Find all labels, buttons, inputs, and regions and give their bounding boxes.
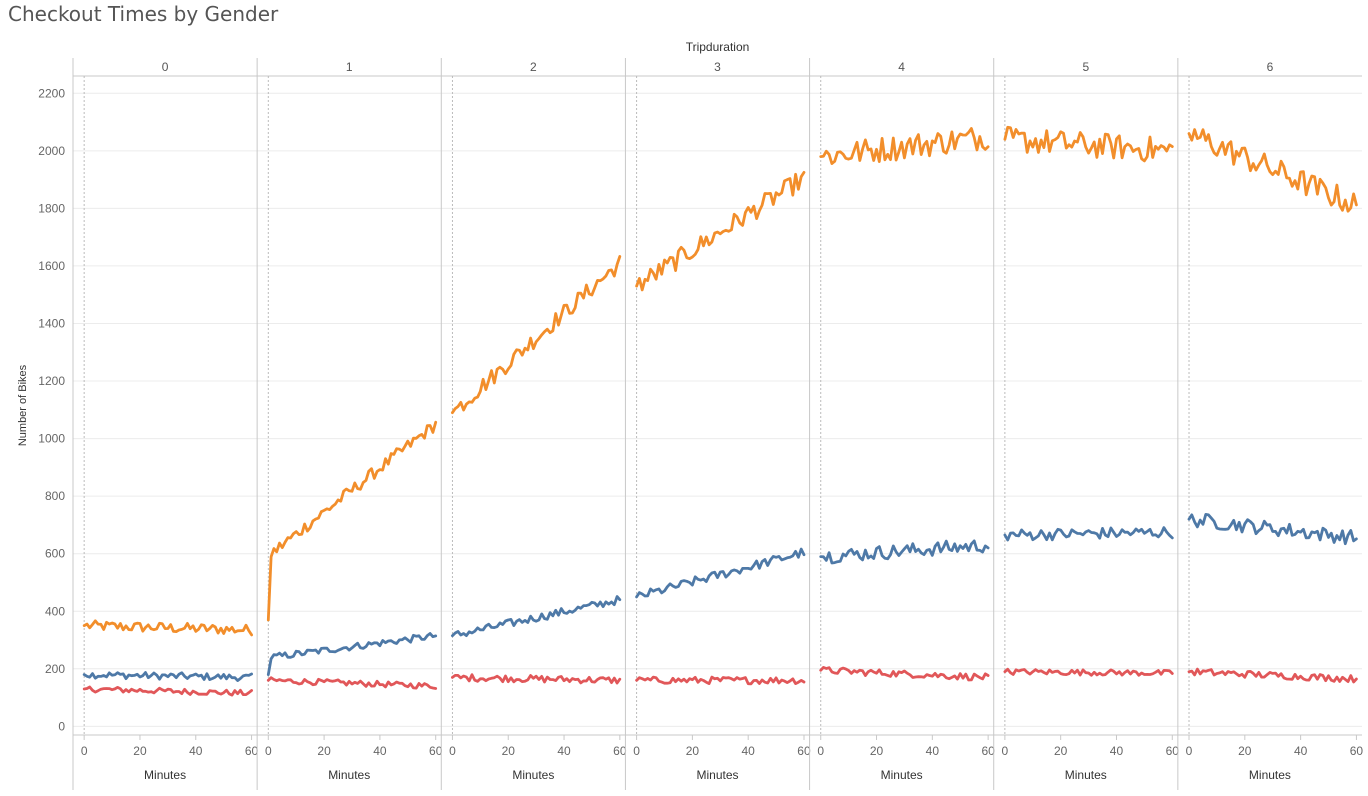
series-line-panel-1-2 xyxy=(266,676,438,690)
series-line-panel-2-2 xyxy=(450,673,622,685)
x-tick-label: 60 xyxy=(429,744,443,758)
y-axis-title: Number of Bikes xyxy=(17,364,29,446)
x-tick-label: 60 xyxy=(245,744,259,758)
x-tick-label: 40 xyxy=(742,744,756,758)
column-header: Tripduration xyxy=(686,40,750,54)
panel-label-3: 3 xyxy=(714,60,721,74)
chart-title: Checkout Times by Gender xyxy=(8,2,279,26)
x-tick-label: 0 xyxy=(81,744,88,758)
series-line-panel-5-0 xyxy=(1003,125,1174,163)
x-tick-label: 60 xyxy=(1166,744,1180,758)
panel-label-5: 5 xyxy=(1082,60,1089,74)
y-tick-label: 800 xyxy=(45,489,65,503)
x-tick-label: 40 xyxy=(926,744,940,758)
x-tick-label: 0 xyxy=(265,744,272,758)
x-tick-label: 60 xyxy=(1350,744,1364,758)
y-tick-label: 400 xyxy=(45,604,65,618)
series-line-panel-4-0 xyxy=(819,127,990,166)
y-tick-label: 1400 xyxy=(38,316,65,330)
series-line-panel-6-0 xyxy=(1187,128,1358,213)
x-axis-title: Minutes xyxy=(144,768,186,782)
series-line-panel-1-0 xyxy=(266,420,438,622)
x-axis-title: Minutes xyxy=(881,768,923,782)
x-tick-label: 40 xyxy=(373,744,387,758)
panel-label-1: 1 xyxy=(346,60,353,74)
y-tick-label: 1000 xyxy=(38,432,65,446)
series-line-panel-6-1 xyxy=(1187,513,1358,546)
series-line-panel-3-1 xyxy=(635,547,806,599)
y-tick-label: 2000 xyxy=(38,144,65,158)
panel-label-0: 0 xyxy=(162,60,169,74)
x-tick-label: 60 xyxy=(797,744,811,758)
x-axis-title: Minutes xyxy=(696,768,738,782)
x-axis-title: Minutes xyxy=(1065,768,1107,782)
x-tick-label: 20 xyxy=(317,744,331,758)
panel-label-6: 6 xyxy=(1267,60,1274,74)
series-line-panel-2-0 xyxy=(450,255,622,415)
x-axis-title: Minutes xyxy=(1249,768,1291,782)
x-tick-label: 40 xyxy=(1294,744,1308,758)
series-line-panel-2-1 xyxy=(450,595,622,638)
x-tick-label: 0 xyxy=(449,744,456,758)
x-tick-label: 0 xyxy=(1186,744,1193,758)
x-tick-label: 20 xyxy=(502,744,516,758)
series-line-panel-3-2 xyxy=(635,675,806,686)
x-tick-label: 0 xyxy=(1002,744,1009,758)
y-tick-label: 0 xyxy=(58,719,65,733)
series-line-panel-5-2 xyxy=(1003,667,1174,677)
x-tick-label: 40 xyxy=(1110,744,1124,758)
x-tick-label: 40 xyxy=(557,744,571,758)
series-line-panel-0-1 xyxy=(82,671,254,682)
x-axis-title: Minutes xyxy=(328,768,370,782)
y-tick-label: 2200 xyxy=(38,86,65,100)
x-tick-label: 20 xyxy=(870,744,884,758)
x-tick-label: 20 xyxy=(133,744,147,758)
x-tick-label: 0 xyxy=(817,744,824,758)
panel-label-4: 4 xyxy=(898,60,905,74)
series-line-panel-1-1 xyxy=(266,632,438,676)
x-tick-label: 60 xyxy=(981,744,995,758)
x-tick-label: 60 xyxy=(613,744,627,758)
y-tick-label: 1800 xyxy=(38,201,65,215)
x-tick-label: 20 xyxy=(686,744,700,758)
series-line-panel-6-2 xyxy=(1187,667,1358,684)
series-line-panel-4-2 xyxy=(819,666,990,682)
y-tick-label: 1600 xyxy=(38,259,65,273)
x-axis-title: Minutes xyxy=(512,768,554,782)
x-tick-label: 20 xyxy=(1238,744,1252,758)
series-line-panel-0-0 xyxy=(82,619,254,637)
y-tick-label: 200 xyxy=(45,662,65,676)
x-tick-label: 0 xyxy=(633,744,640,758)
series-line-panel-5-1 xyxy=(1003,526,1174,542)
y-tick-label: 1200 xyxy=(38,374,65,388)
series-line-panel-3-0 xyxy=(635,170,806,292)
x-tick-label: 40 xyxy=(189,744,203,758)
panel-label-2: 2 xyxy=(530,60,537,74)
y-tick-label: 600 xyxy=(45,547,65,561)
x-tick-label: 20 xyxy=(1054,744,1068,758)
series-line-panel-4-1 xyxy=(819,539,990,565)
series-line-panel-0-2 xyxy=(82,685,254,697)
